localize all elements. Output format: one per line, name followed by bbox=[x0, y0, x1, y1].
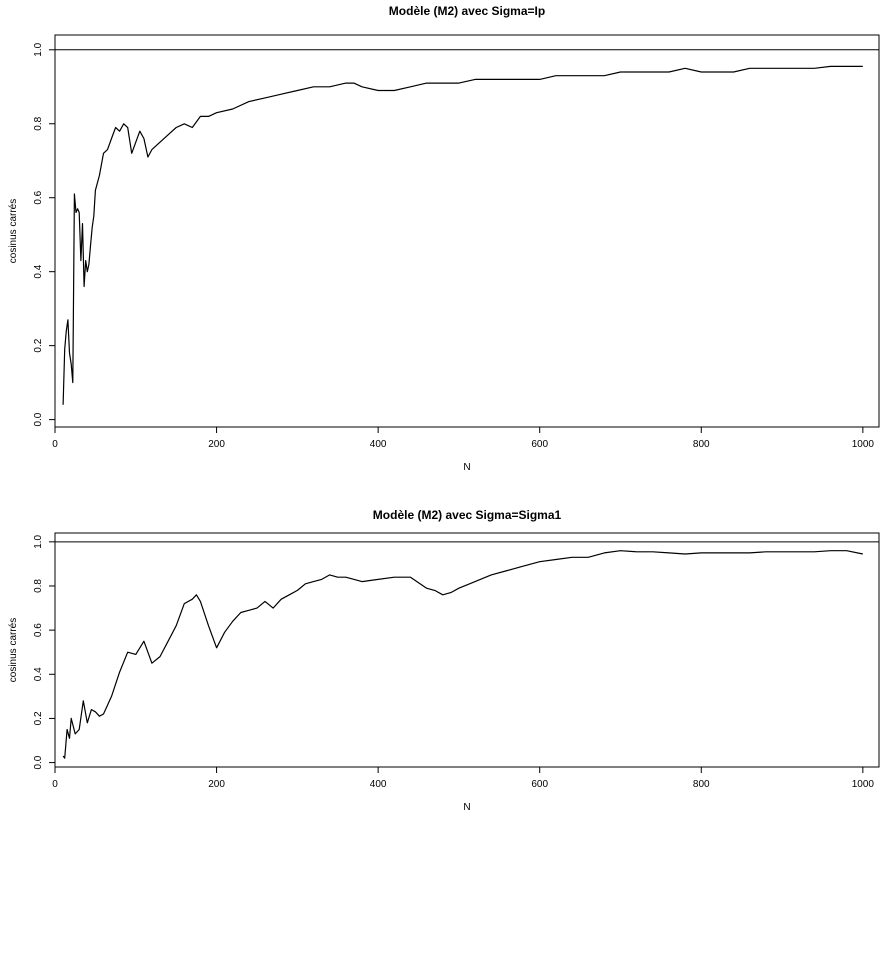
chart-panel-1: Modèle (M2) avec Sigma=Ip 0 200 400 600 800 10… bbox=[8, 4, 880, 473]
y-tick-label: 0.2 bbox=[33, 338, 44, 352]
x-axis-label: N bbox=[463, 802, 470, 813]
y-tick-label: 0.2 bbox=[33, 711, 44, 725]
y-tick-label: 0.4 bbox=[33, 264, 44, 278]
chart-title: Modèle (M2) avec Sigma=Sigma1 bbox=[373, 508, 562, 522]
y-tick-label: 0.8 bbox=[33, 579, 44, 593]
y-tick-label: 0.4 bbox=[33, 667, 44, 681]
x-tick-label: 200 bbox=[208, 779, 225, 790]
y-tick-label: 0.0 bbox=[33, 412, 44, 426]
series-line bbox=[62, 550, 863, 759]
y-axis-label: cosinus carrés bbox=[8, 199, 19, 263]
x-tick-label: 800 bbox=[693, 779, 710, 790]
x-tick-label: 0 bbox=[52, 779, 58, 790]
plot-frame bbox=[54, 34, 880, 428]
series-line bbox=[62, 65, 863, 405]
y-tick-label: 1.0 bbox=[33, 42, 44, 56]
y-tick-label: 0.6 bbox=[33, 623, 44, 637]
y-tick-label: 0.0 bbox=[33, 755, 44, 769]
chart-panel-2: Modèle (M2) avec Sigma=Sigma1 0 200 400 600 8… bbox=[8, 508, 880, 813]
x-axis-label: N bbox=[463, 462, 470, 473]
x-tick-label: 1000 bbox=[852, 779, 875, 790]
x-tick-label: 600 bbox=[531, 439, 548, 450]
x-tick-label: 200 bbox=[208, 439, 225, 450]
x-tick-label: 400 bbox=[370, 439, 387, 450]
x-tick-label: 600 bbox=[531, 779, 548, 790]
x-tick-label: 400 bbox=[370, 779, 387, 790]
x-tick-label: 1000 bbox=[852, 439, 875, 450]
chart-title: Modèle (M2) avec Sigma=Ip bbox=[389, 4, 545, 18]
y-axis-label: cosinus carrés bbox=[8, 618, 19, 682]
y-tick-label: 1.0 bbox=[33, 534, 44, 548]
plot-frame bbox=[54, 532, 880, 768]
x-tick-label: 800 bbox=[693, 439, 710, 450]
y-tick-label: 0.8 bbox=[33, 116, 44, 130]
x-tick-label: 0 bbox=[52, 439, 58, 450]
y-tick-label: 0.6 bbox=[33, 190, 44, 204]
